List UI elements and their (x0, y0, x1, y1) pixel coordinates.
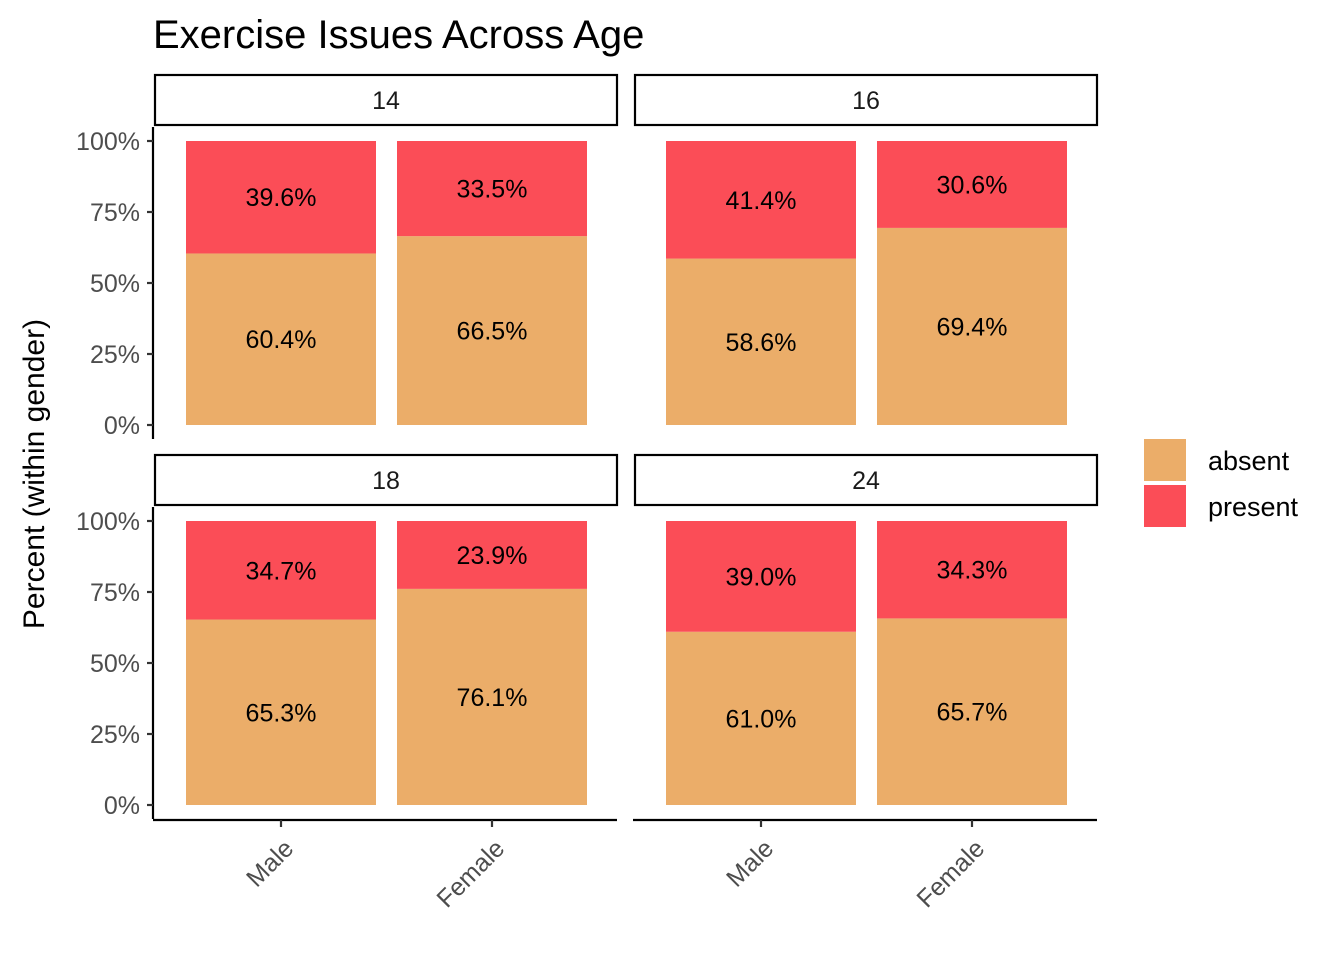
legend-key-present (1144, 485, 1186, 527)
data-label: 60.4% (246, 326, 317, 354)
data-label: 23.9% (457, 542, 528, 570)
bar-segment-absent (877, 227, 1067, 425)
bar-segment-present (397, 141, 587, 237)
chart-title: Exercise Issues Across Age (153, 13, 644, 57)
legend-label-present: present (1208, 492, 1299, 522)
y-tick-label: 25% (90, 721, 140, 749)
y-tick-label: 25% (90, 341, 140, 369)
bar-segment-absent (666, 258, 856, 425)
facet-strip-label: 24 (852, 467, 880, 495)
y-axis-title: Percent (within gender) (18, 319, 51, 629)
facet-strip (153, 73, 619, 127)
data-label: 66.5% (457, 318, 528, 346)
facet-strip-label: 16 (852, 87, 880, 115)
facet-panel-18: 18 65.3% 34.7% 76.1% 23.9% 0% 25% 50% 75% 100% Mal… (76, 453, 619, 913)
bar-segment-absent (666, 631, 856, 805)
y-tick-label: 0% (104, 792, 140, 820)
bar-segment-absent (186, 253, 376, 425)
facet-panel-14: 14 60.4% 39.6% 66.5% 33.5% 0% 25% 50% 75% 100% (76, 73, 619, 440)
y-tick-label: 75% (90, 199, 140, 227)
facet-strip (633, 453, 1099, 507)
bar-segment-present (397, 521, 587, 589)
bar-segment-present (186, 141, 376, 254)
data-label: 33.5% (457, 176, 528, 204)
bar-segment-present (666, 141, 856, 259)
y-tick-label: 100% (76, 128, 140, 156)
bar-segment-absent (877, 618, 1067, 805)
data-label: 34.3% (937, 557, 1008, 585)
facet-strip-label: 14 (372, 87, 400, 115)
facet-strip (153, 453, 619, 507)
x-tick-label: Male (721, 834, 779, 892)
bar-segment-absent (186, 619, 376, 805)
data-label: 65.3% (246, 699, 317, 727)
facet-strip (633, 73, 1099, 127)
bar-segment-present (877, 521, 1067, 619)
data-label: 76.1% (457, 684, 528, 712)
legend: absent present (1144, 439, 1299, 527)
data-label: 41.4% (726, 187, 797, 215)
y-tick-label: 50% (90, 650, 140, 678)
legend-key-absent (1144, 439, 1186, 481)
facet-panel-16: 16 58.6% 41.4% 69.4% 30.6% (633, 73, 1099, 425)
bar-segment-present (877, 141, 1067, 228)
data-label: 39.6% (246, 184, 317, 212)
bar-segment-absent (397, 588, 587, 805)
facet-panel-24: 24 61.0% 39.0% 65.7% 34.3% Male Female (633, 453, 1099, 913)
data-label: 61.0% (726, 705, 797, 733)
x-tick-label: Male (241, 834, 299, 892)
bar-segment-present (186, 521, 376, 620)
x-tick-label: Female (431, 834, 510, 913)
y-tick-label: 100% (76, 508, 140, 536)
legend-label-absent: absent (1208, 446, 1290, 476)
data-label: 69.4% (937, 313, 1008, 341)
y-tick-label: 0% (104, 412, 140, 440)
facet-strip-label: 18 (372, 467, 400, 495)
data-label: 58.6% (726, 329, 797, 357)
data-label: 34.7% (246, 557, 317, 585)
data-label: 65.7% (937, 699, 1008, 727)
facet-panels: 14 60.4% 39.6% 66.5% 33.5% 0% 25% 50% 75% 100% 16 5… (76, 73, 1099, 913)
y-tick-label: 50% (90, 270, 140, 298)
y-tick-label: 75% (90, 579, 140, 607)
bar-segment-present (666, 521, 856, 632)
data-label: 39.0% (726, 563, 797, 591)
data-label: 30.6% (937, 171, 1008, 199)
bar-segment-absent (397, 236, 587, 425)
x-tick-label: Female (911, 834, 990, 913)
